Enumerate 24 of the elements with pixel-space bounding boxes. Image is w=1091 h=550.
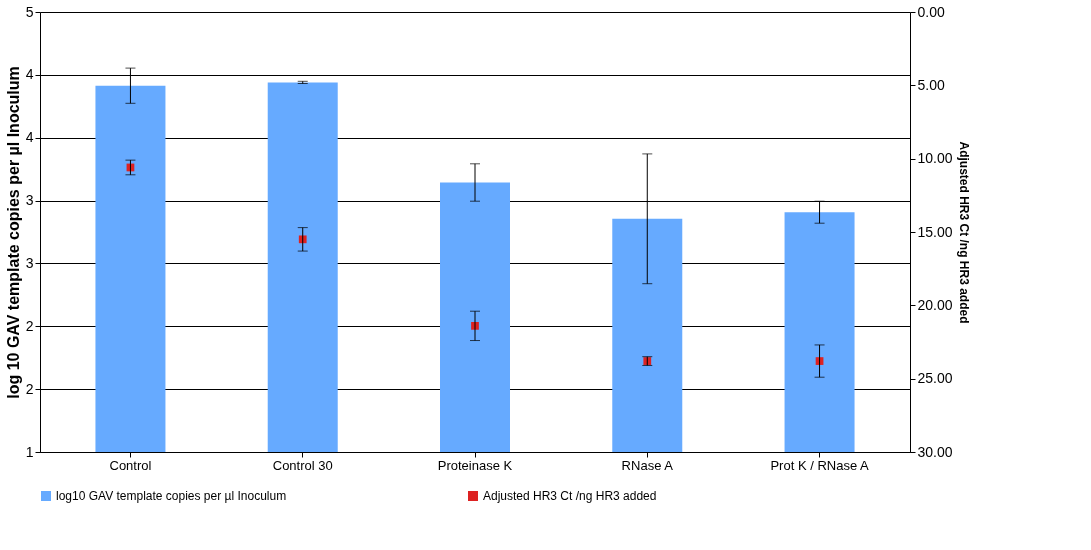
y-tick-label: 4 <box>25 66 34 83</box>
x-tick-label: Proteinase K <box>437 457 513 473</box>
y-tick-label: 5 <box>25 3 34 20</box>
y-tick-label: 2 <box>25 317 34 334</box>
y2-tick-label: 30.00 <box>917 443 953 460</box>
y-tick-label: 1 <box>25 443 34 460</box>
y2-axis-title: Adjusted HR3 Ct /ng HR3 added <box>956 141 971 324</box>
y-axis-title: log 10 GAV template copies per µl Inoculum <box>4 66 22 399</box>
y2-tick-label: 20.00 <box>917 296 953 313</box>
y2-tick-label: 10.00 <box>917 150 953 167</box>
legend-label: log10 GAV template copies per µl Inoculum <box>56 489 287 503</box>
x-tick-label: Control 30 <box>272 457 333 473</box>
y2-tick-label: 0.00 <box>917 3 945 20</box>
legend-label: Adjusted HR3 Ct /ng HR3 added <box>483 489 657 503</box>
y2-tick-label: 15.00 <box>917 223 953 240</box>
y-tick-label: 3 <box>25 254 34 271</box>
y2-tick-label: 5.00 <box>917 76 945 93</box>
x-tick-label: Control <box>109 457 152 473</box>
x-tick-label: RNase A <box>621 457 674 473</box>
x-tick-label: Prot K / RNase A <box>770 457 870 473</box>
y-tick-label: 2 <box>25 380 34 397</box>
y-tick-label: 4 <box>25 129 34 146</box>
y-tick-label: 3 <box>25 192 34 209</box>
y2-tick-label: 25.00 <box>917 370 953 387</box>
